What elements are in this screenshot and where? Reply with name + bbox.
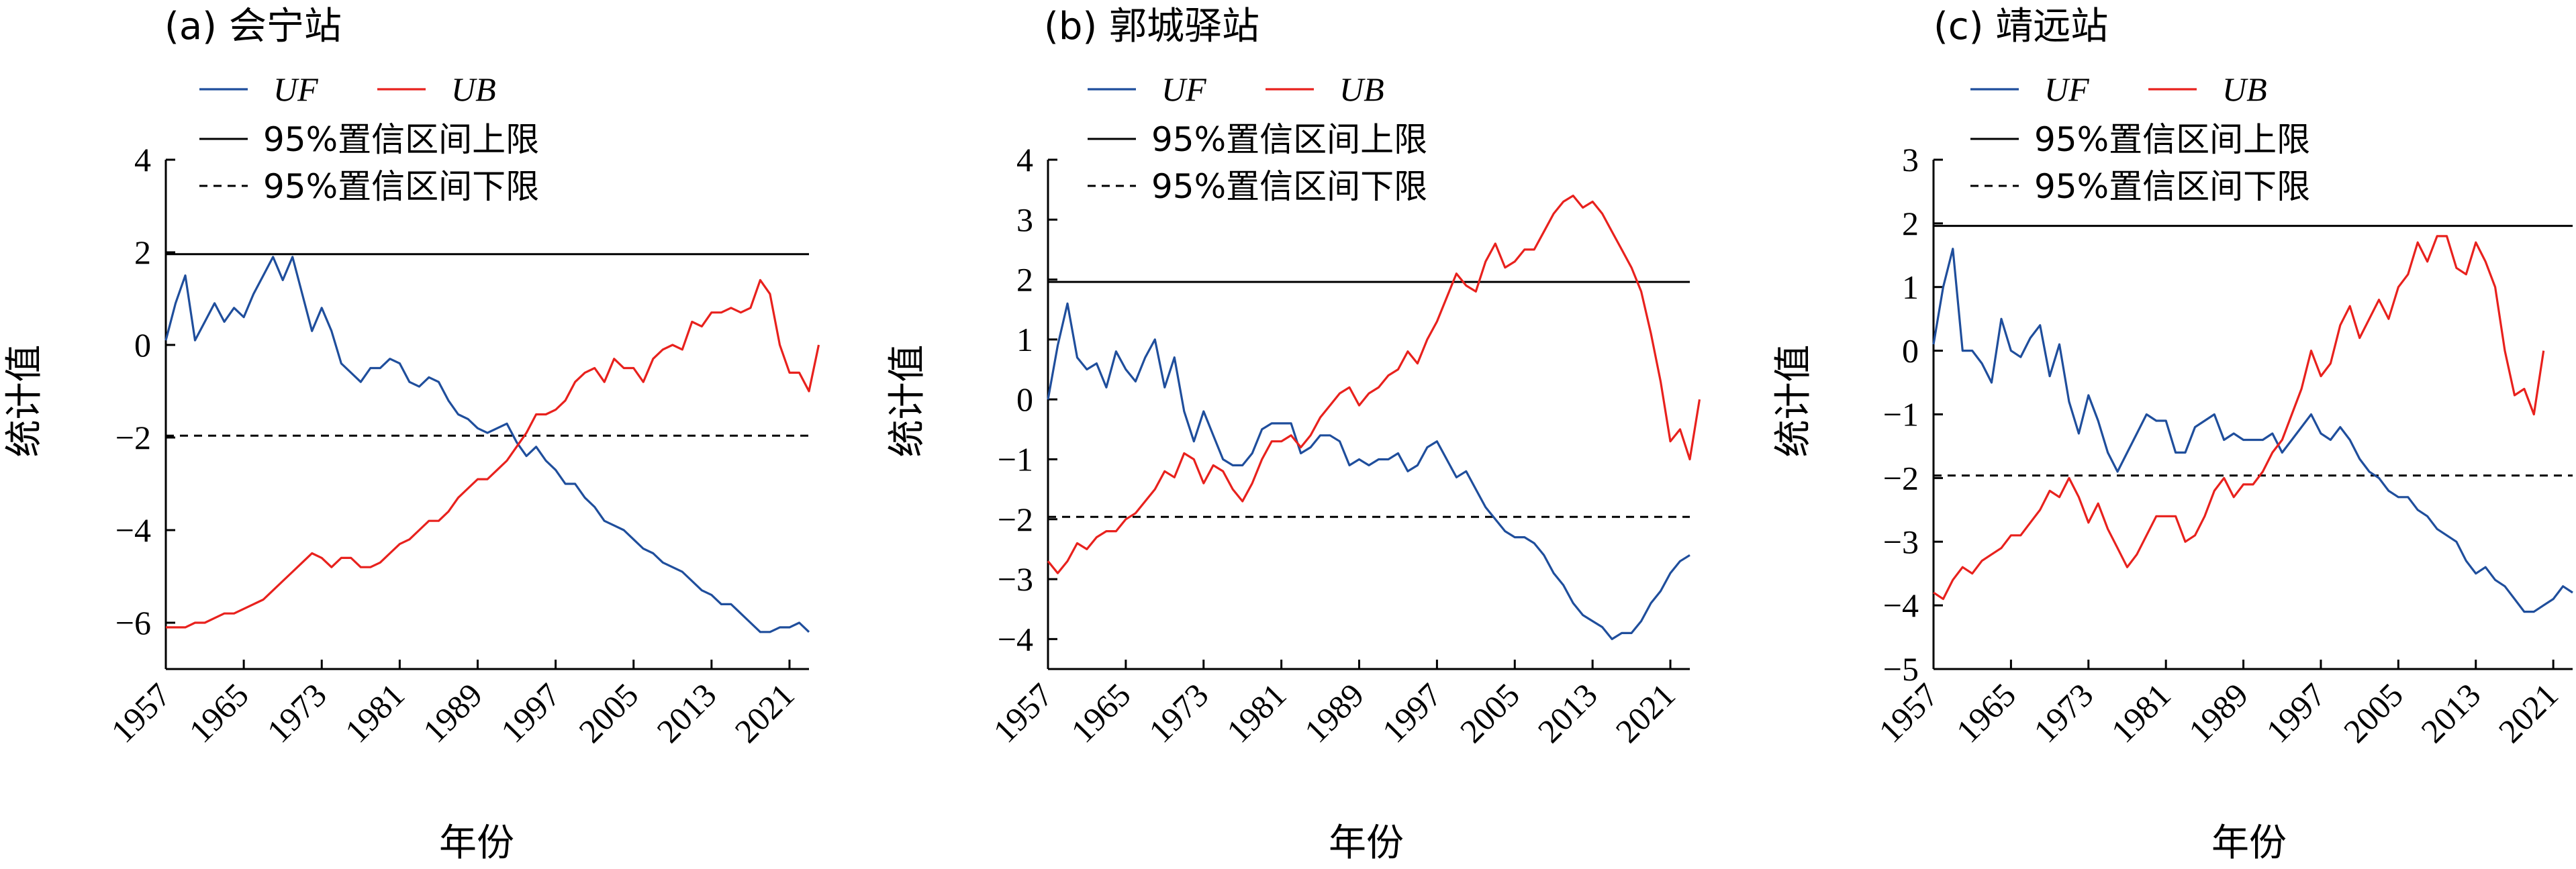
x-tick-label: 1981	[2104, 676, 2178, 750]
y-tick-label: −4	[1883, 586, 1919, 624]
x-tick-label: 2005	[2336, 676, 2410, 750]
panel-title: (a) 会宁站	[164, 5, 342, 48]
panel-1: (a) 会宁站 −6 −4 −2 0 2 4 1957 1965 1973 1981 1989 1997…	[3, 5, 820, 865]
y-axis-title: 统计值	[886, 345, 929, 458]
y-tick-label: −1	[998, 440, 1033, 478]
series-ub-line	[1047, 195, 1701, 574]
x-axis-title: 年份	[1329, 821, 1404, 865]
y-tick-label: −5	[1883, 650, 1919, 688]
x-tick-label: 1965	[1063, 676, 1137, 750]
x-tick-label: 1997	[493, 676, 567, 750]
x-tick-label: 1957	[103, 676, 177, 750]
x-tick-label: 2005	[571, 676, 645, 750]
y-tick-label: 0	[1902, 332, 1919, 370]
y-tick-label: −2	[998, 501, 1033, 538]
y-tick-label: 2	[1902, 205, 1919, 242]
x-tick-label: 2005	[1453, 676, 1527, 750]
x-tick-label: 1965	[1949, 676, 2023, 750]
y-tick-label: 4	[134, 141, 151, 178]
legend-lower-label: 95%置信区间下限	[2034, 167, 2310, 206]
y-tick-label: −4	[998, 620, 1033, 658]
y-tick-label: 2	[1016, 261, 1033, 299]
x-tick-label: 1957	[986, 676, 1059, 750]
y-tick-label: 0	[134, 326, 151, 364]
y-tick-label: 1	[1902, 268, 1919, 306]
x-tick-label: 2013	[1531, 676, 1605, 750]
y-tick-label: 1	[1016, 321, 1033, 358]
x-axis-title: 年份	[2211, 821, 2287, 865]
legend-ub-label: UB	[2222, 70, 2267, 108]
legend-lower-label: 95%置信区间下限	[263, 167, 539, 206]
series-ub-line	[166, 278, 820, 629]
legend-ub-label: UB	[1339, 70, 1384, 108]
series-uf-line	[164, 256, 810, 633]
y-tick-label: −3	[1883, 523, 1919, 560]
x-tick-label: 2021	[1608, 676, 1682, 750]
y-tick-label: −3	[998, 560, 1033, 598]
legend-ub-label: UB	[451, 70, 496, 108]
x-tick-label: 1989	[416, 676, 489, 750]
panel-2: (b) 郭城驿站 −4 −3 −2 −1 0 1 2 3 4 1957 1965 1973 1981 198…	[886, 5, 1701, 865]
series-uf-line	[1047, 302, 1690, 641]
legend-lower-label: 95%置信区间下限	[1151, 167, 1427, 206]
y-tick-label: 0	[1016, 380, 1033, 418]
x-tick-label: 2013	[649, 676, 723, 750]
panel-title: (c) 靖远站	[1934, 5, 2108, 48]
panel-title: (b) 郭城驿站	[1044, 5, 1259, 48]
y-tick-label: −6	[115, 604, 151, 642]
legend-upper-label: 95%置信区间上限	[1151, 120, 1427, 159]
y-tick-label: −2	[115, 419, 151, 456]
legend-upper-label: 95%置信区间上限	[2034, 120, 2310, 159]
legend-uf-label: UF	[1161, 70, 1206, 108]
y-tick-label: −2	[1883, 459, 1919, 497]
x-tick-label: 1997	[1375, 676, 1449, 750]
y-tick-label: 3	[1902, 141, 1919, 178]
y-tick-label: 3	[1016, 201, 1033, 238]
x-tick-label: 1989	[1297, 676, 1371, 750]
legend-uf-label: UF	[2044, 70, 2089, 108]
y-axis-title: 统计值	[1772, 345, 1815, 458]
legend-upper-label: 95%置信区间上限	[263, 120, 539, 159]
x-tick-label: 1981	[1219, 676, 1293, 750]
x-tick-label: 1965	[182, 676, 256, 750]
y-tick-label: 2	[134, 234, 151, 271]
legend-uf-label: UF	[273, 70, 318, 108]
y-tick-label: −1	[1883, 396, 1919, 433]
x-tick-label: 1973	[260, 676, 334, 750]
y-tick-label: −4	[115, 511, 151, 549]
x-axis-title: 年份	[439, 821, 514, 865]
x-tick-label: 1973	[1141, 676, 1215, 750]
x-tick-label: 2013	[2414, 676, 2487, 750]
x-tick-label: 1997	[2258, 676, 2332, 750]
x-tick-label: 1981	[338, 676, 412, 750]
series-ub-line	[1933, 235, 2545, 601]
y-tick-label: 4	[1016, 141, 1033, 178]
x-tick-label: 2021	[727, 676, 801, 750]
x-tick-label: 1989	[2181, 676, 2255, 750]
x-tick-label: 1973	[2026, 676, 2100, 750]
series-uf-line	[1932, 248, 2573, 613]
y-axis-title: 统计值	[3, 345, 46, 458]
x-tick-label: 2021	[2491, 676, 2565, 750]
